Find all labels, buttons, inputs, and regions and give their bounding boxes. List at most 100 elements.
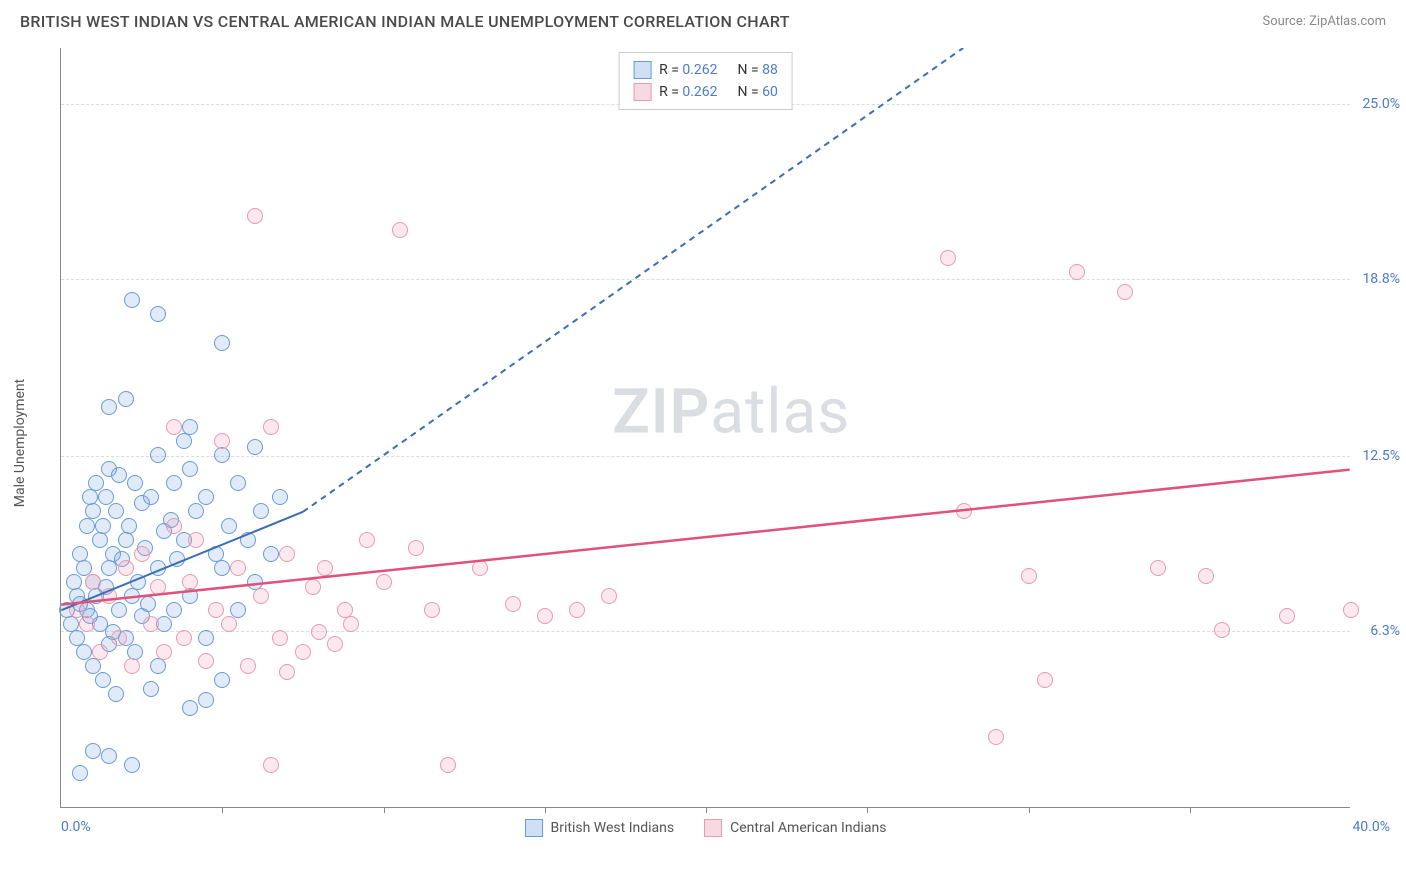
scatter-point	[230, 602, 246, 618]
scatter-point	[214, 560, 230, 576]
scatter-point	[108, 503, 124, 519]
scatter-point	[127, 475, 143, 491]
scatter-point	[311, 624, 327, 640]
scatter-point	[1214, 622, 1230, 638]
scatter-point	[1150, 560, 1166, 576]
scatter-point	[537, 608, 553, 624]
scatter-point	[101, 399, 117, 415]
scatter-point	[76, 644, 92, 660]
scatter-point	[79, 518, 95, 534]
scatter-point	[230, 475, 246, 491]
scatter-point	[124, 588, 140, 604]
trend-lines-layer	[61, 48, 1350, 807]
scatter-point	[208, 602, 224, 618]
legend-bottom: British West Indians Central American Ind…	[525, 819, 887, 837]
y-axis-label: Male Unemployment	[12, 379, 28, 507]
legend-series-label: British West Indians	[551, 820, 675, 836]
scatter-point	[111, 630, 127, 646]
legend-n: N = 88	[738, 62, 778, 78]
scatter-point	[95, 518, 111, 534]
scatter-point	[198, 489, 214, 505]
scatter-point	[166, 518, 182, 534]
gridline	[61, 456, 1350, 457]
scatter-point	[101, 588, 117, 604]
legend-series-item: Central American Indians	[704, 819, 886, 837]
scatter-point	[101, 748, 117, 764]
legend-swatch	[525, 819, 543, 837]
legend-stats-row: R = 0.262 N = 88	[633, 59, 778, 81]
source-label: Source: ZipAtlas.com	[1262, 14, 1386, 29]
scatter-point	[111, 467, 127, 483]
scatter-point	[118, 560, 134, 576]
scatter-point	[263, 419, 279, 435]
x-tick-mark	[384, 807, 385, 813]
x-tick-mark	[706, 807, 707, 813]
scatter-point	[182, 419, 198, 435]
scatter-point	[263, 546, 279, 562]
scatter-point	[359, 532, 375, 548]
scatter-point	[240, 658, 256, 674]
scatter-point	[85, 503, 101, 519]
x-tick-mark	[1029, 807, 1030, 813]
y-tick-label: 18.8%	[1362, 271, 1400, 287]
scatter-point	[214, 433, 230, 449]
scatter-point	[156, 644, 172, 660]
watermark: ZIPatlas	[612, 376, 850, 449]
scatter-point	[98, 489, 114, 505]
legend-stats-box: R = 0.262 N = 88 R = 0.262N = 60	[618, 52, 793, 110]
scatter-point	[108, 686, 124, 702]
scatter-point	[150, 447, 166, 463]
scatter-point	[143, 489, 159, 505]
scatter-point	[317, 560, 333, 576]
scatter-point	[182, 700, 198, 716]
scatter-point	[76, 560, 92, 576]
scatter-point	[253, 588, 269, 604]
scatter-point	[408, 540, 424, 556]
scatter-point	[118, 532, 134, 548]
scatter-point	[240, 532, 256, 548]
scatter-point	[166, 419, 182, 435]
legend-swatch	[633, 61, 651, 79]
x-tick-mark	[222, 807, 223, 813]
scatter-point	[272, 630, 288, 646]
scatter-point	[85, 658, 101, 674]
scatter-point	[198, 692, 214, 708]
legend-stats-row: R = 0.262N = 60	[633, 81, 778, 103]
scatter-point	[247, 439, 263, 455]
x-tick-mark	[545, 807, 546, 813]
legend-swatch	[633, 83, 651, 101]
scatter-point	[140, 596, 156, 612]
scatter-point	[343, 616, 359, 632]
scatter-point	[198, 630, 214, 646]
scatter-point	[1343, 602, 1359, 618]
plot-region: ZIPatlas R = 0.262N = 88R = 0.262N = 60 …	[60, 48, 1350, 808]
legend-r: R = 0.262	[659, 62, 717, 78]
scatter-point	[295, 644, 311, 660]
scatter-point	[92, 532, 108, 548]
scatter-point	[134, 546, 150, 562]
scatter-point	[124, 757, 140, 773]
scatter-point	[166, 602, 182, 618]
scatter-point	[392, 222, 408, 238]
scatter-point	[988, 729, 1004, 745]
scatter-point	[221, 518, 237, 534]
scatter-point	[940, 250, 956, 266]
scatter-point	[221, 616, 237, 632]
scatter-point	[253, 503, 269, 519]
scatter-point	[214, 672, 230, 688]
scatter-point	[1198, 568, 1214, 584]
scatter-point	[150, 658, 166, 674]
scatter-point	[92, 644, 108, 660]
scatter-point	[69, 602, 85, 618]
scatter-point	[150, 560, 166, 576]
scatter-point	[601, 588, 617, 604]
scatter-point	[569, 602, 585, 618]
legend-series-label: Central American Indians	[730, 820, 886, 836]
scatter-point	[143, 616, 159, 632]
scatter-point	[150, 306, 166, 322]
scatter-point	[214, 447, 230, 463]
scatter-point	[424, 602, 440, 618]
scatter-point	[176, 630, 192, 646]
scatter-point	[79, 616, 95, 632]
scatter-point	[188, 503, 204, 519]
